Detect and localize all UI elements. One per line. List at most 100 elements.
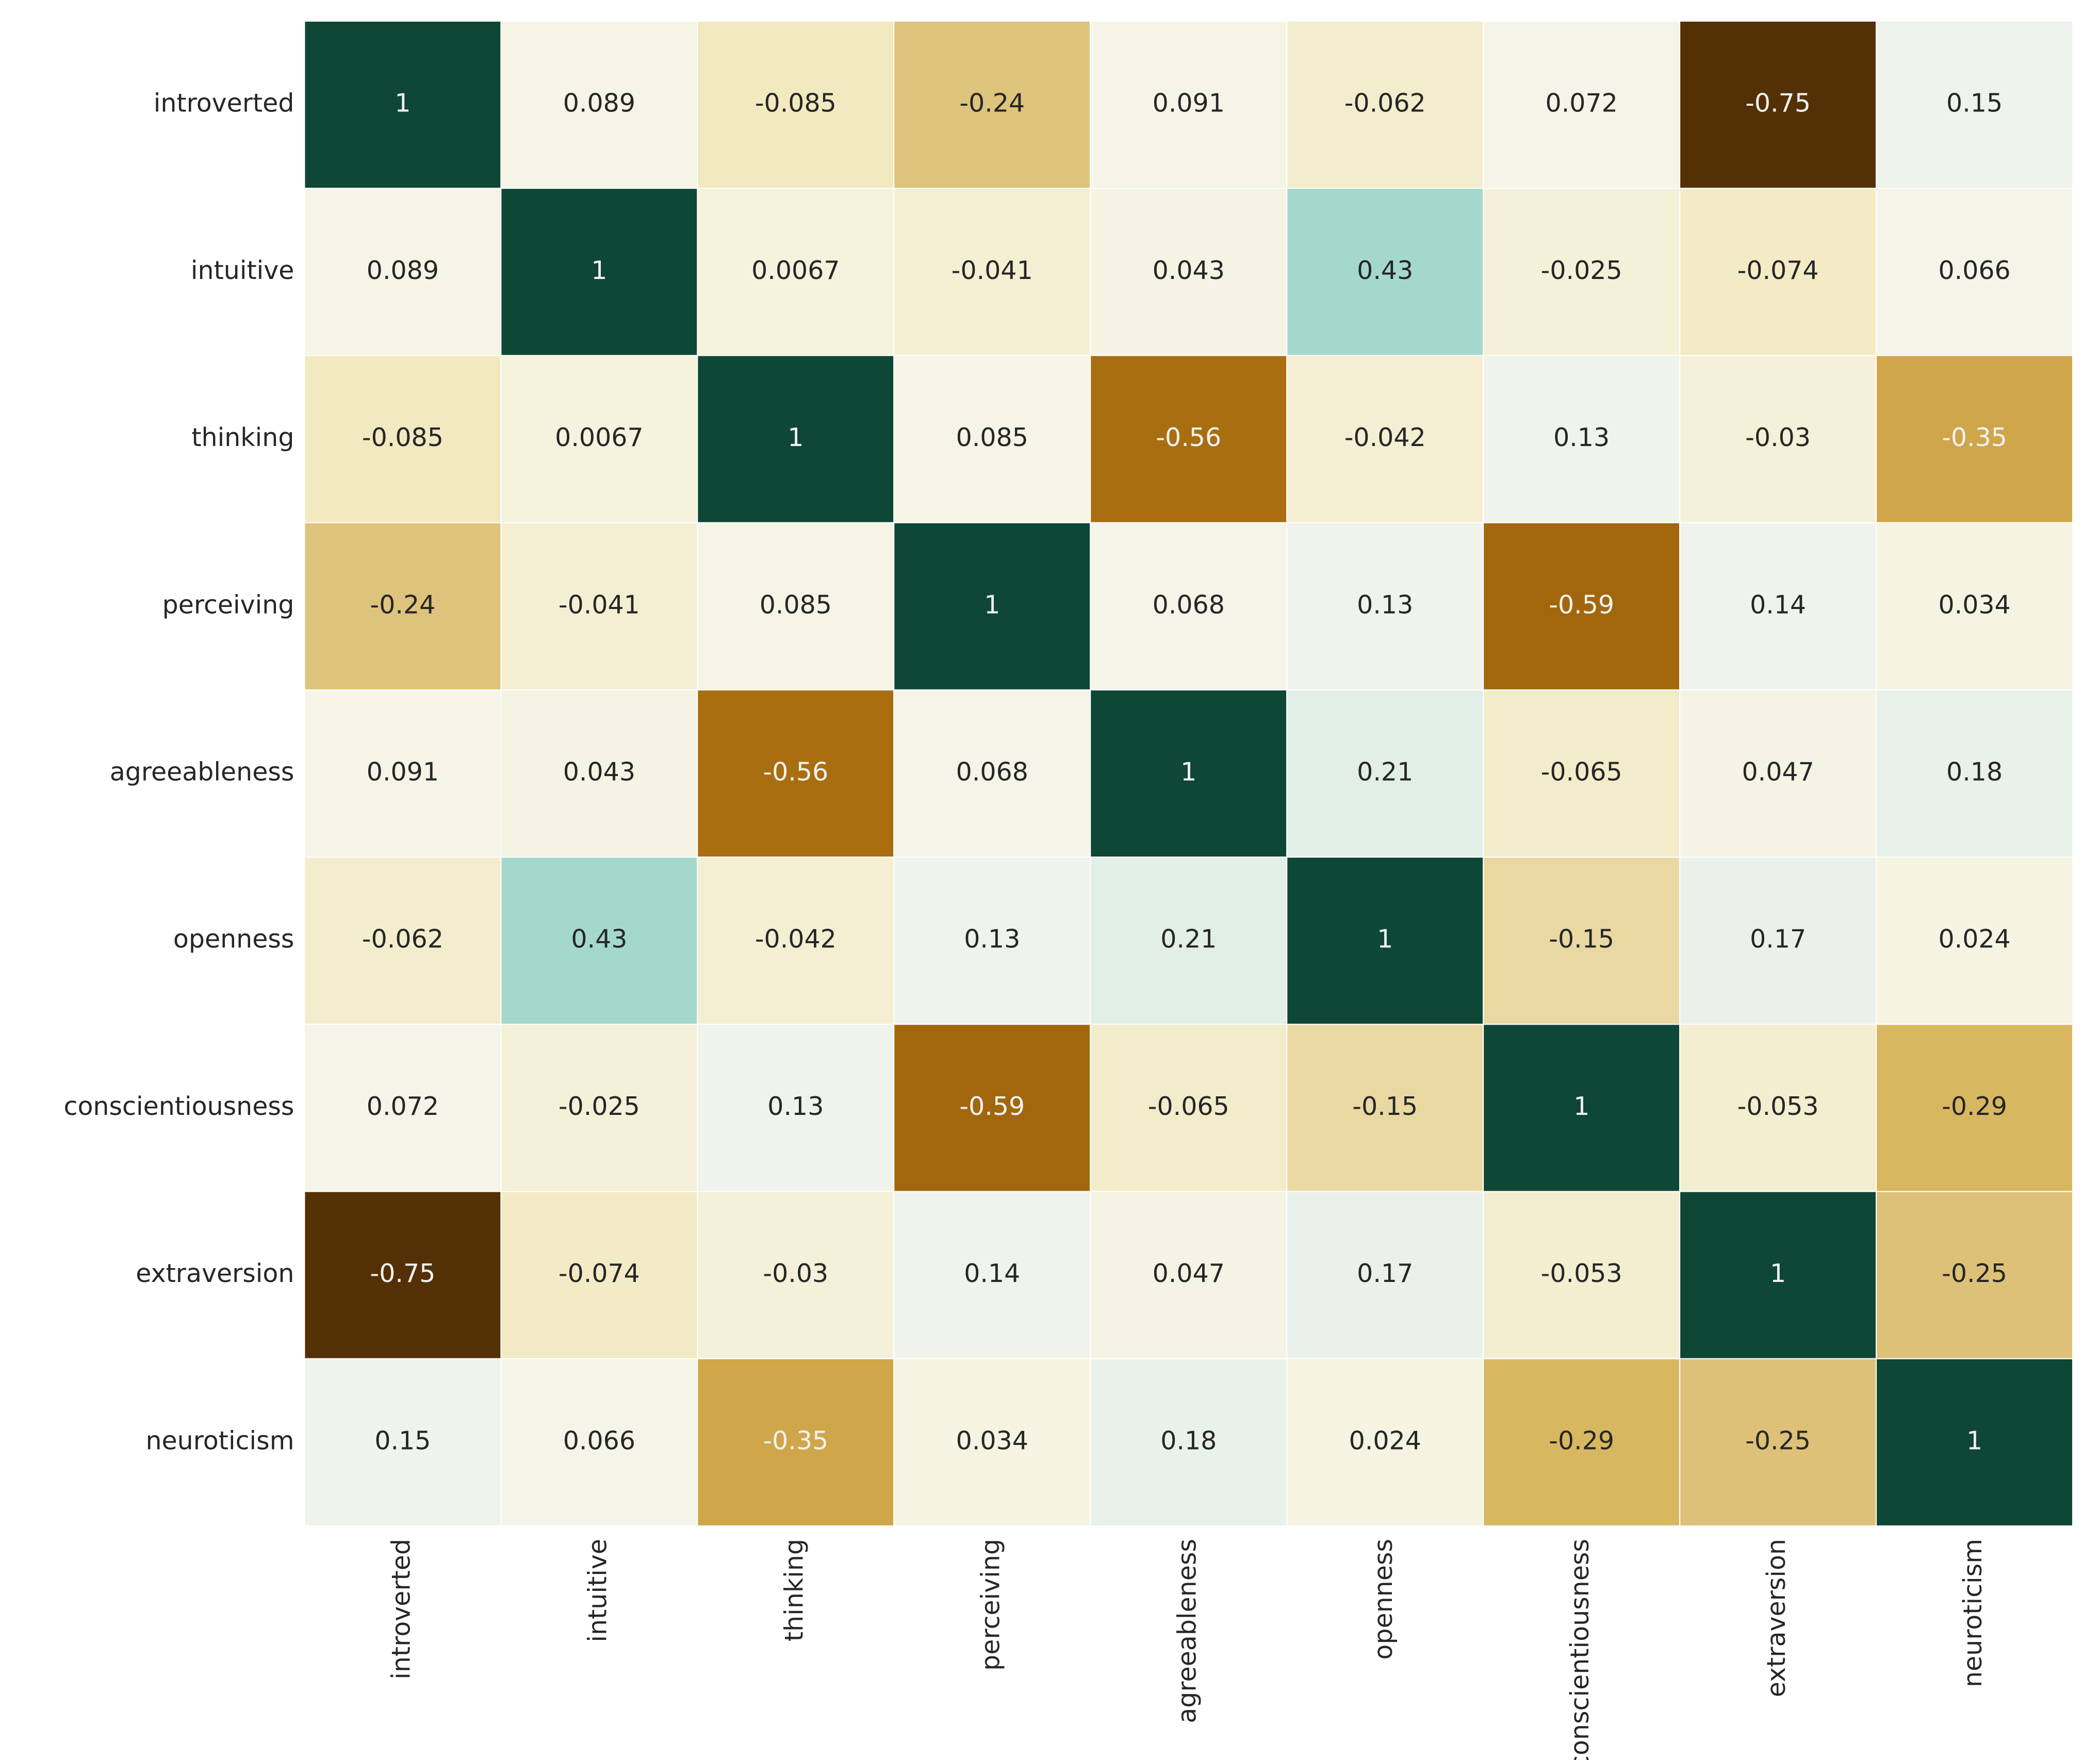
heatmap-cell-value: -0.24 (959, 89, 1025, 118)
heatmap-cell-value: 1 (984, 590, 1000, 619)
heatmap-cell-value: 0.13 (1357, 590, 1413, 619)
heatmap-cell-value: 1 (395, 89, 411, 118)
heatmap-cell-value: 0.43 (1357, 256, 1413, 285)
heatmap-cell-value: -0.56 (763, 758, 828, 787)
heatmap-cell-value: -0.29 (1549, 1426, 1614, 1455)
heatmap-cell-value: 1 (1966, 1426, 1982, 1455)
heatmap-cell-value: -0.062 (1344, 89, 1426, 118)
heatmap-cell-value: 0.13 (964, 925, 1020, 954)
heatmap-cell-value: 0.047 (1742, 758, 1814, 787)
heatmap-cell-value: -0.062 (362, 925, 444, 954)
heatmap-cell-value: 0.43 (571, 925, 627, 954)
heatmap-cell-value: -0.35 (763, 1426, 828, 1455)
x-axis-label: introverted (386, 1539, 416, 1680)
heatmap-cell-value: 1 (591, 256, 607, 285)
x-axis-label: perceiving (976, 1539, 1005, 1671)
heatmap-cell-value: 0.034 (1938, 590, 2010, 619)
y-axis-label: agreeableness (110, 758, 294, 787)
heatmap-cell-value: 0.047 (1153, 1259, 1225, 1288)
x-axis-label: agreeableness (1172, 1539, 1202, 1723)
heatmap-cell-value: 1 (788, 423, 803, 452)
heatmap-cell-value: -0.041 (951, 256, 1033, 285)
heatmap-cell-value: 0.21 (1160, 925, 1217, 954)
heatmap-cell-value: -0.35 (1942, 423, 2007, 452)
heatmap-cell-value: 0.18 (1946, 758, 2003, 787)
heatmap-cell-value: 0.068 (1153, 590, 1225, 619)
heatmap-cell-value: -0.15 (1549, 925, 1614, 954)
heatmap-cell-value: -0.065 (1148, 1092, 1229, 1121)
heatmap-svg: 1 0.089 -0.085 -0.24 0.091 -0.062 0.072 -0.75 0.… (0, 0, 2100, 1760)
y-axis-label: conscientiousness (64, 1092, 294, 1121)
heatmap-cell-value: 0.068 (956, 758, 1028, 787)
heatmap-cell-value: -0.25 (1745, 1426, 1811, 1455)
heatmap-cell-value: -0.29 (1942, 1092, 2007, 1121)
heatmap-cell-value: -0.59 (959, 1092, 1025, 1121)
heatmap-cell-value: 0.15 (374, 1426, 431, 1455)
x-axis-label: thinking (779, 1539, 809, 1641)
heatmap-cell-value: -0.56 (1156, 423, 1221, 452)
heatmap-cell-value: 1 (1377, 925, 1393, 954)
y-axis-label: extraversion (136, 1259, 294, 1288)
x-axis-label: extraversion (1762, 1539, 1791, 1697)
heatmap-cell-value: -0.03 (1745, 423, 1811, 452)
heatmap-cell-value: -0.065 (1541, 758, 1622, 787)
heatmap-cell-value: 1 (1180, 758, 1196, 787)
heatmap-cell-value: -0.041 (559, 590, 640, 619)
y-axis-label: perceiving (162, 590, 294, 619)
heatmap-cell-value: 0.17 (1357, 1259, 1413, 1288)
heatmap-cell-value: -0.25 (1942, 1259, 2007, 1288)
heatmap-cell-value: 0.085 (760, 590, 832, 619)
heatmap-cell-value: -0.24 (370, 590, 436, 619)
heatmap-cell-value: 0.066 (1938, 256, 2010, 285)
y-axis-label: intuitive (191, 256, 294, 285)
heatmap-cell-value: 0.072 (367, 1092, 439, 1121)
heatmap-cell-value: 0.024 (1938, 925, 2010, 954)
heatmap-cell-value: -0.042 (1344, 423, 1426, 452)
heatmap-cell-value: -0.15 (1352, 1092, 1418, 1121)
heatmap-cell-value: -0.053 (1541, 1259, 1622, 1288)
heatmap-cell-value: 0.17 (1750, 925, 1806, 954)
heatmap-cell-value: 1 (1573, 1092, 1589, 1121)
heatmap-cell-value: 0.024 (1349, 1426, 1421, 1455)
y-axis-label: openness (173, 925, 294, 954)
heatmap-cell-value: 0.13 (767, 1092, 824, 1121)
heatmap-cell-value: 0.14 (1750, 590, 1806, 619)
heatmap-cell-value: 0.089 (563, 89, 635, 118)
heatmap-cell-value: 0.091 (367, 758, 439, 787)
heatmap-cell-value: 0.13 (1553, 423, 1610, 452)
heatmap-cell-value: -0.03 (763, 1259, 828, 1288)
heatmap-cell-value: -0.042 (755, 925, 836, 954)
heatmap-cell-value: 0.072 (1546, 89, 1618, 118)
heatmap-cell-value: -0.59 (1549, 590, 1614, 619)
heatmap-cell-value: -0.074 (559, 1259, 640, 1288)
heatmap-cell-value: 0.091 (1153, 89, 1225, 118)
heatmap-cell-value: -0.074 (1737, 256, 1819, 285)
heatmap-cell-value: 0.0067 (555, 423, 643, 452)
heatmap-cell-value: 0.21 (1357, 758, 1413, 787)
x-axis-label: openness (1369, 1539, 1398, 1660)
y-axis-label: introverted (154, 89, 294, 118)
heatmap-cell-value: -0.085 (755, 89, 836, 118)
heatmap-cell-value: 0.14 (964, 1259, 1020, 1288)
heatmap-cell-value: -0.025 (559, 1092, 640, 1121)
x-axis-label: conscientiousness (1565, 1539, 1595, 1760)
heatmap-cell-value: 0.043 (1153, 256, 1225, 285)
heatmap-cell-value: 0.043 (563, 758, 635, 787)
heatmap-cell-value: -0.053 (1737, 1092, 1819, 1121)
heatmap-cell-value: 0.15 (1946, 89, 2003, 118)
heatmap-cell-value: 0.066 (563, 1426, 635, 1455)
heatmap-cell-value: 0.18 (1160, 1426, 1217, 1455)
heatmap-chart: 1 0.089 -0.085 -0.24 0.091 -0.062 0.072 -0.75 0.… (0, 0, 2100, 1760)
heatmap-cell-value: 0.0067 (751, 256, 840, 285)
heatmap-cell-value: -0.75 (1745, 89, 1811, 118)
heatmap-cell-value: 1 (1770, 1259, 1786, 1288)
heatmap-cell-value: 0.034 (956, 1426, 1028, 1455)
y-axis-label: neuroticism (145, 1426, 294, 1455)
heatmap-cell-value: -0.025 (1541, 256, 1622, 285)
heatmap-cell-value: 0.089 (367, 256, 439, 285)
heatmap-cell-value: -0.75 (370, 1259, 436, 1288)
heatmap-cell-value: 0.085 (956, 423, 1028, 452)
heatmap-cell-value: -0.085 (362, 423, 444, 452)
x-axis-label: intuitive (583, 1539, 612, 1642)
y-axis-label: thinking (191, 423, 294, 452)
